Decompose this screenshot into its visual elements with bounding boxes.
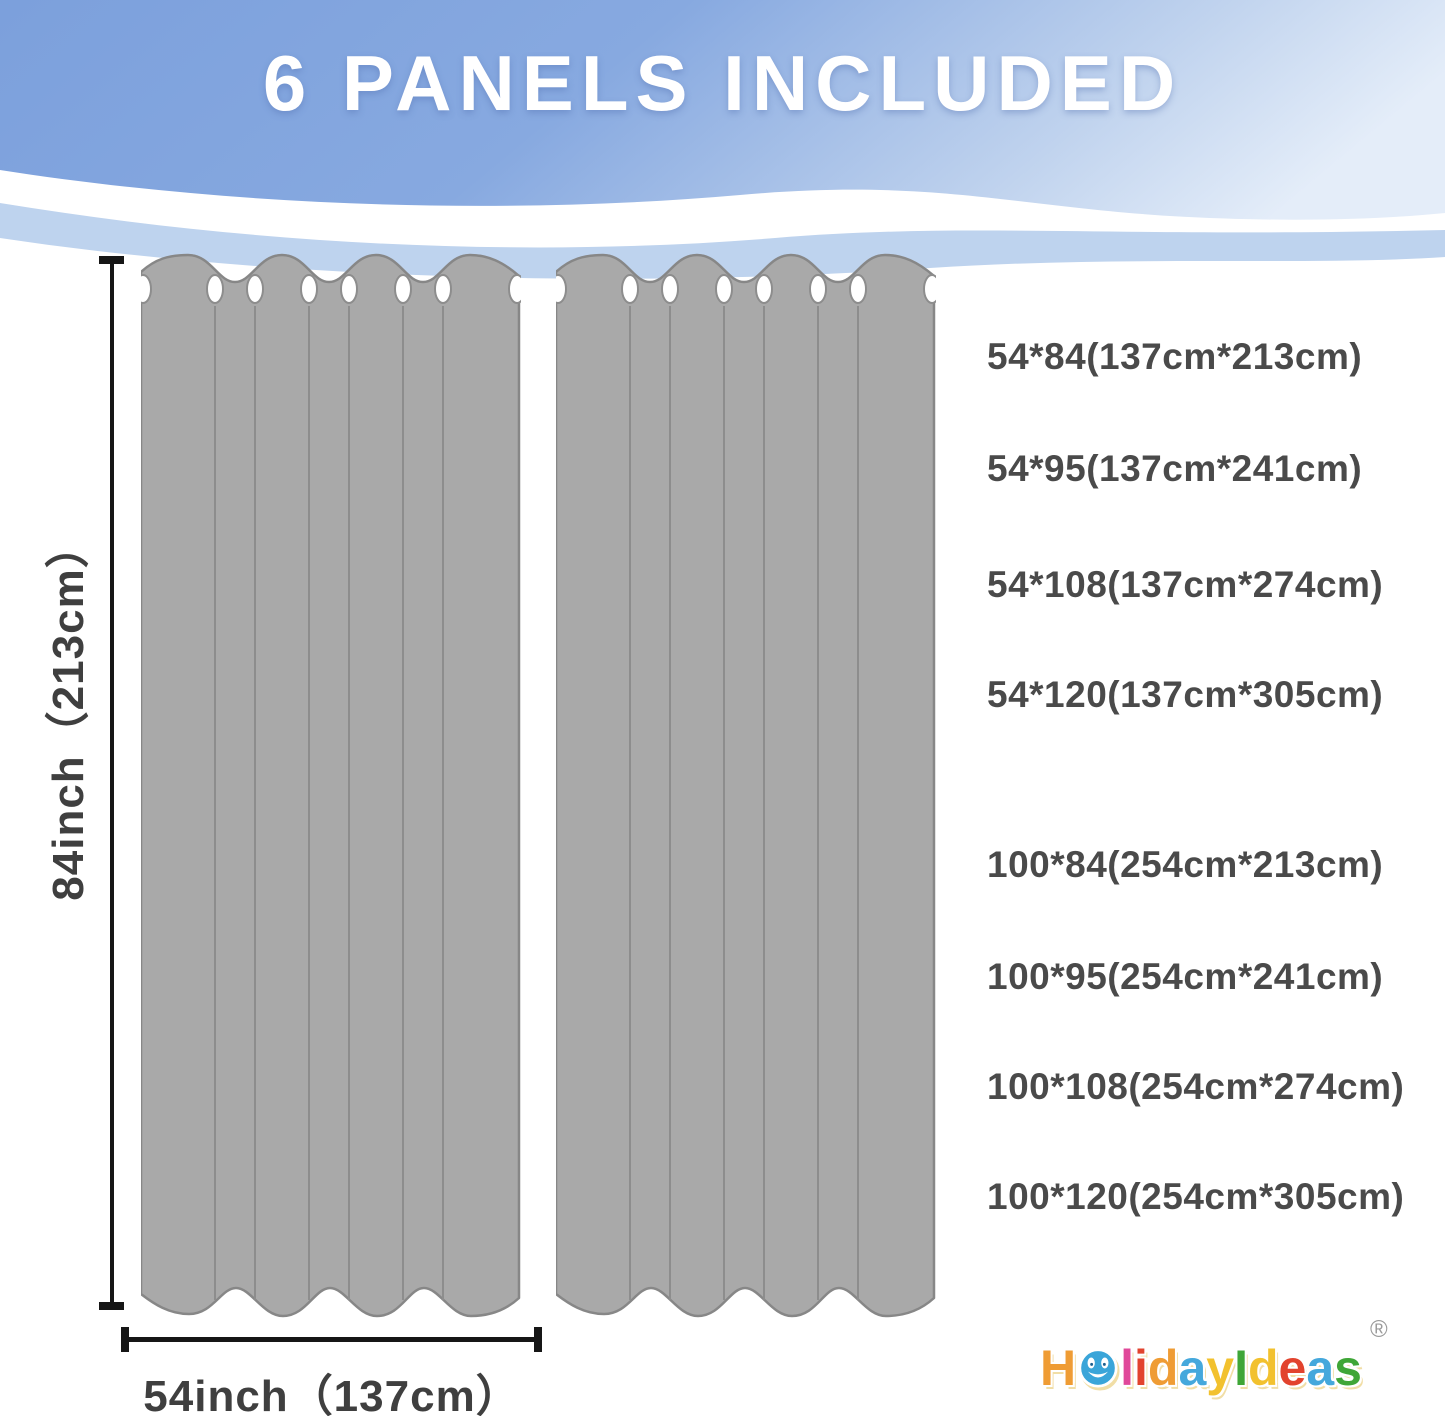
size-option: 54*84(137cm*213cm) bbox=[987, 336, 1363, 377]
logo-letter: i bbox=[1134, 1339, 1148, 1396]
logo-letter: a bbox=[1306, 1339, 1335, 1396]
logo-letter: l bbox=[1120, 1339, 1135, 1396]
curtain-panel-right bbox=[556, 253, 936, 1318]
logo-letter: H bbox=[1040, 1339, 1077, 1396]
registered-trademark-symbol: ® bbox=[1369, 1316, 1388, 1343]
size-option: 100*108(254cm*274cm) bbox=[987, 1066, 1405, 1107]
width-dimension-cap-left bbox=[121, 1327, 129, 1352]
logo-letter: d bbox=[1147, 1339, 1179, 1396]
page-title: 6 PANELS INCLUDED bbox=[262, 39, 1183, 127]
logo-letter: a bbox=[1178, 1339, 1207, 1396]
size-option: 54*120(137cm*305cm) bbox=[987, 674, 1384, 715]
logo-letter: s bbox=[1334, 1339, 1362, 1396]
height-dimension-line bbox=[110, 260, 114, 1308]
smiley-o-icon bbox=[1078, 1348, 1118, 1388]
height-dimension-cap-bottom bbox=[99, 1302, 124, 1310]
width-dimension-line bbox=[125, 1337, 538, 1342]
size-option: 54*95(137cm*241cm) bbox=[987, 448, 1363, 489]
size-option: 100*84(254cm*213cm) bbox=[987, 844, 1384, 885]
size-option: 100*95(254cm*241cm) bbox=[987, 956, 1384, 997]
logo-letter: d bbox=[1248, 1339, 1279, 1396]
height-dimension-cap-top bbox=[99, 256, 124, 264]
logo-letter: I bbox=[1234, 1339, 1248, 1396]
brand-logo: H lidayIdeas® bbox=[1040, 1316, 1388, 1396]
height-label: 84inch（213cm） bbox=[44, 523, 93, 901]
logo-letter: e bbox=[1278, 1339, 1307, 1396]
size-option: 100*120(254cm*305cm) bbox=[987, 1176, 1405, 1217]
logo-letter: y bbox=[1206, 1339, 1235, 1396]
width-label: 54inch（137cm） bbox=[143, 1372, 521, 1416]
curtain-panel-left bbox=[141, 253, 521, 1318]
size-option: 54*108(137cm*274cm) bbox=[987, 564, 1384, 605]
width-dimension-cap-right bbox=[534, 1327, 542, 1352]
